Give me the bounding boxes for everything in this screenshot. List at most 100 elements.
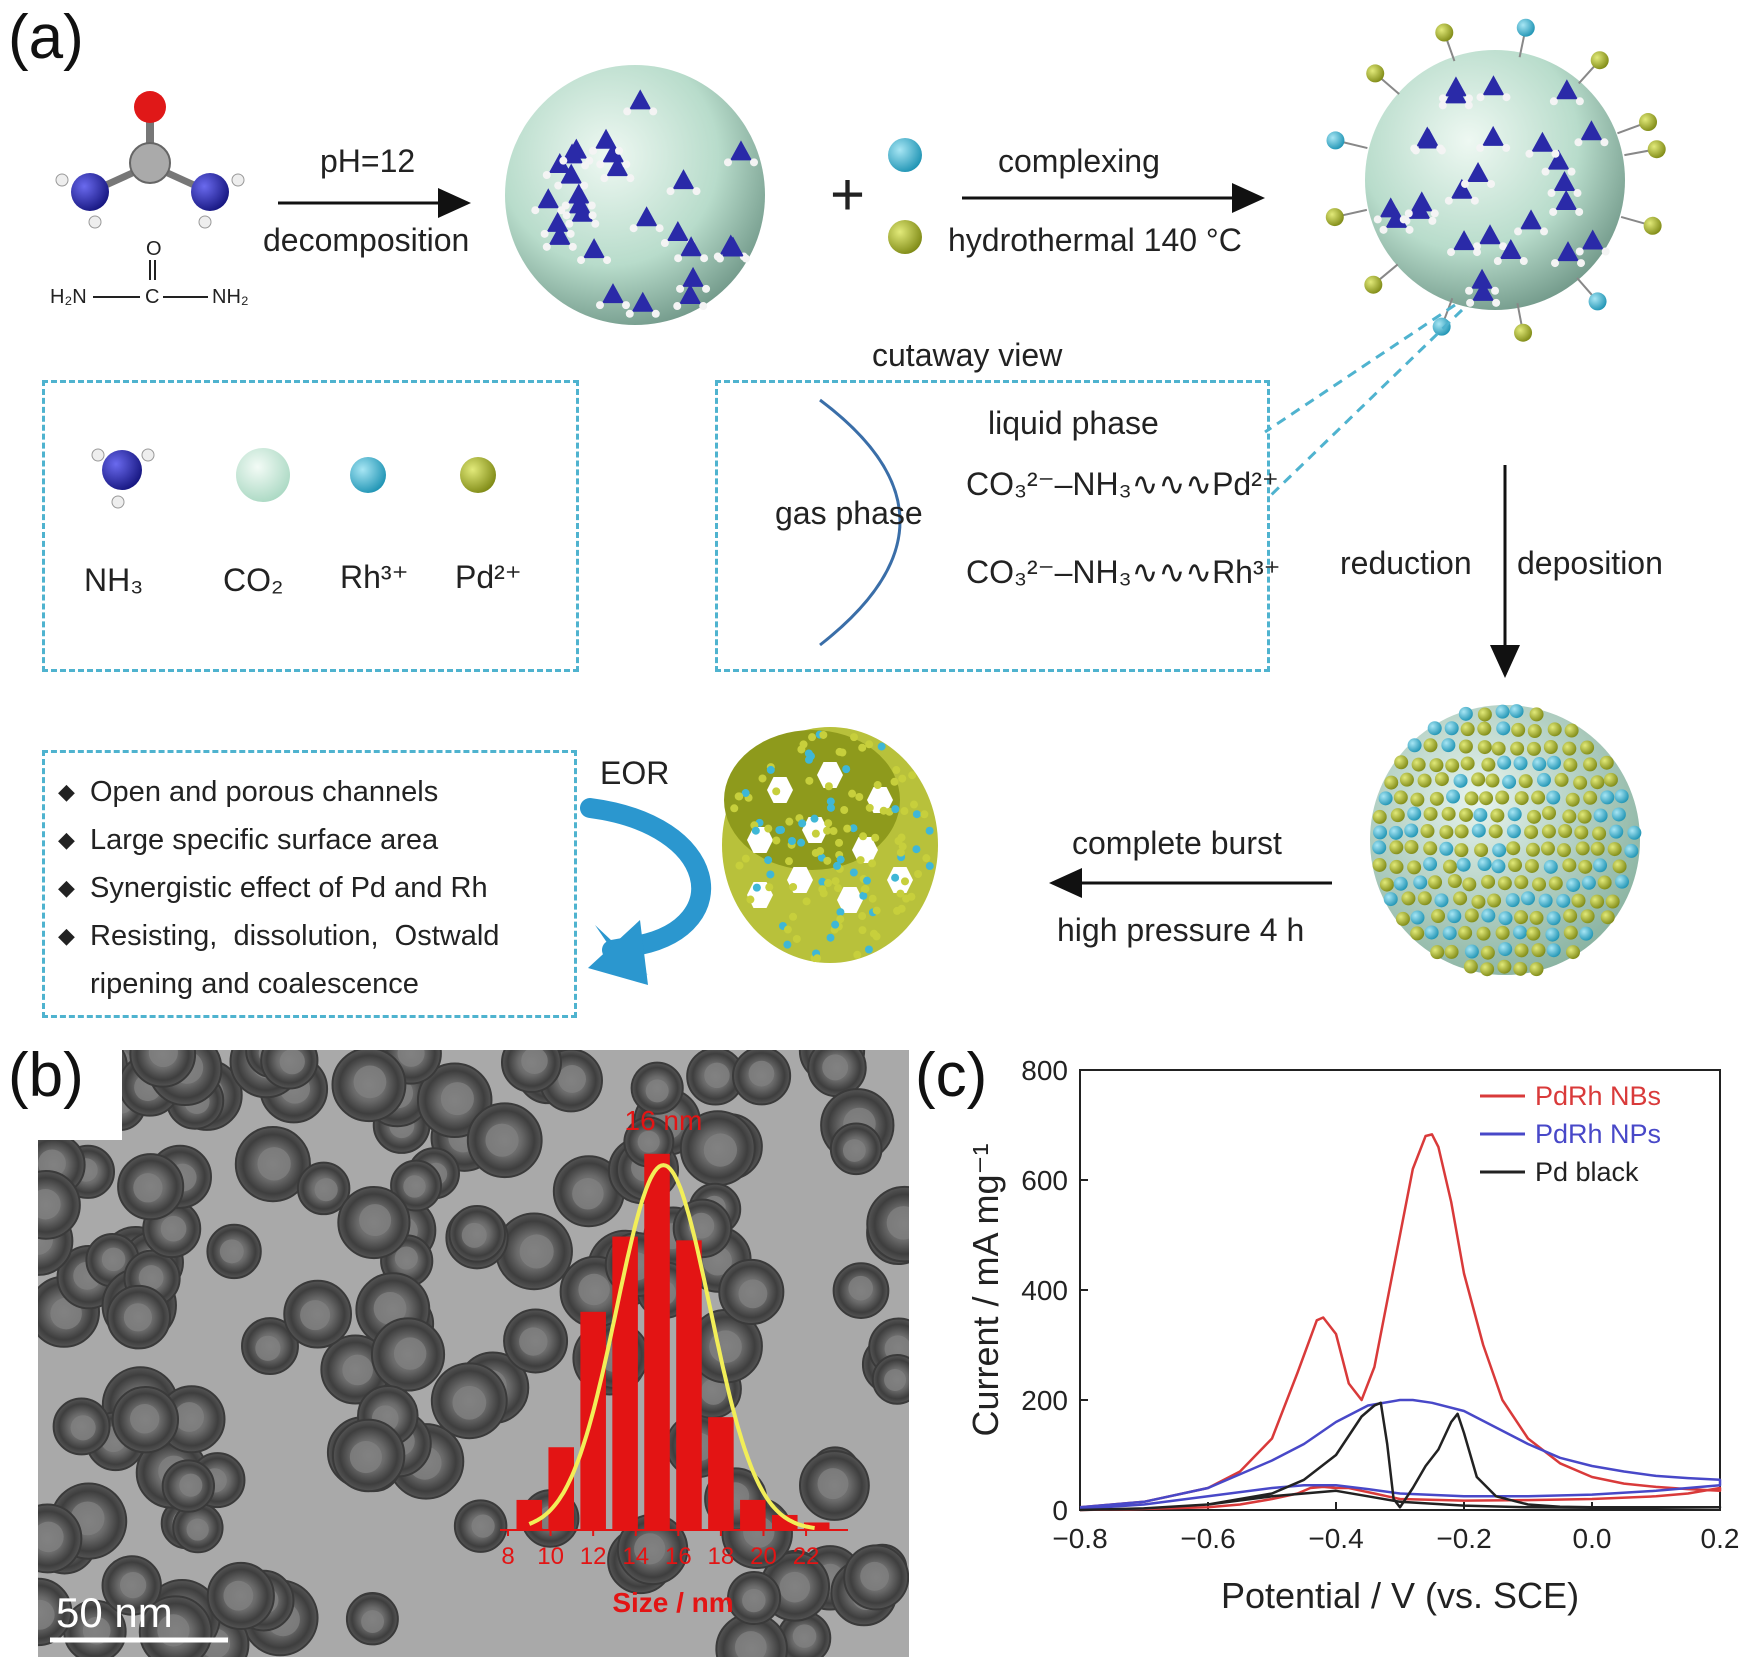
surface-atom-dot (1464, 791, 1479, 806)
h-atom-dot (629, 224, 638, 233)
cv-legend-label: Pd black (1535, 1157, 1639, 1187)
h-atom-dot (600, 174, 609, 183)
cv-x-tick-label: −0.6 (1180, 1523, 1235, 1554)
nanoparticle (38, 1577, 73, 1647)
h-atom-dot (1465, 286, 1474, 295)
surface-atom-dot (1410, 926, 1425, 941)
surface-atom-dot (1395, 911, 1410, 926)
nh3-dot-icon (1581, 229, 1604, 250)
shell-atom-dot (897, 833, 906, 842)
surface-atom-dot (1431, 909, 1446, 924)
shell-atom-dot (900, 877, 909, 886)
shell-pore (817, 762, 843, 788)
step2-bottom-label: hydrothermal 140 °C (948, 222, 1242, 258)
shell-atom-dot (783, 925, 792, 934)
shell-atom-dot (872, 932, 881, 941)
cv-legend-label: PdRh NBs (1535, 1081, 1661, 1111)
nh3-dot-icon (1547, 149, 1570, 170)
surface-atom-dot (1453, 773, 1468, 788)
shell-atom-dot (772, 787, 781, 796)
nh3-dot-icon (672, 169, 695, 190)
step4-bottom-label: high pressure 4 h (1057, 912, 1305, 948)
shell-atom-dot (735, 861, 744, 870)
cv-x-axis-label: Potential / V (vs. SCE) (1221, 1575, 1579, 1616)
shell-pore (767, 777, 793, 803)
h-atom-dot (1502, 93, 1511, 102)
nanoparticle-core (349, 1441, 382, 1474)
surface-atom-dot (1607, 842, 1622, 857)
surface-atom-dot (1389, 859, 1404, 874)
nanoparticle-core (572, 1178, 604, 1210)
h-atom-dot (568, 242, 577, 251)
h-atom-dot (596, 160, 605, 169)
shell-atom-dot (808, 733, 817, 742)
shell-atom-dot (746, 895, 755, 904)
h-atom-dot (540, 229, 549, 238)
nh3-dot-icon (601, 283, 624, 304)
shell-atom-dot (898, 842, 907, 851)
h-atom-dot (1438, 101, 1447, 110)
surface-atom-dot (1454, 824, 1469, 839)
panel-b-letter-bg (0, 1040, 122, 1140)
surface-atom-dot (1441, 738, 1456, 753)
cutaway-pd-complex: CO₃²⁻–NH₃∿∿∿Pd²⁺ (966, 466, 1279, 502)
h-atom-dot (715, 254, 724, 263)
rh-ion-dot (1516, 18, 1535, 37)
feature-item-continued: ripening and coalescence (90, 968, 419, 1000)
shell-atom-dot (829, 827, 838, 836)
surface-atom-dot (1495, 704, 1510, 719)
histogram-x-tick-label: 12 (580, 1543, 607, 1570)
surface-atom-dot (1538, 893, 1553, 908)
nanoparticle-core (734, 1631, 767, 1657)
shell-atom-dot (785, 817, 794, 826)
surface-atom-dot (1603, 772, 1618, 787)
nh3-dot-icon (1499, 239, 1522, 260)
cv-y-tick-label: 600 (1021, 1165, 1068, 1196)
shell-atom-dot (752, 883, 761, 892)
nh3-dot-icon (1471, 268, 1494, 289)
surface-atom-dot (1565, 792, 1580, 807)
surface-atom-dot (1574, 825, 1589, 840)
shell-atom-dot (835, 747, 844, 756)
surface-atom-dot (1443, 859, 1458, 874)
surface-atom-dot (1573, 775, 1588, 790)
nanoparticle-core (703, 1133, 738, 1167)
shell-atom-dot (833, 861, 842, 870)
nanoparticle-core (704, 1062, 730, 1089)
shell-atom-dot (826, 803, 835, 812)
nanoparticle-core (393, 1337, 427, 1370)
h-atom-dot (626, 174, 635, 183)
h-atom-dot (1436, 144, 1445, 153)
feature-item: ◆ Synergistic effect of Pd and Rh (58, 872, 488, 904)
shell-atom-dot (897, 904, 906, 913)
scale-bar-label: 50 nm (56, 1589, 173, 1636)
cv-y-tick-label: 0 (1052, 1495, 1068, 1526)
nh3-dot-icon (682, 266, 705, 287)
rh-ion-dot (1432, 317, 1451, 336)
surface-atom-dot (1423, 806, 1438, 821)
nanoparticle-core (634, 1533, 666, 1565)
surface-atom-dot (1512, 925, 1527, 940)
surface-atom-dot (1545, 927, 1560, 942)
surface-atom-dot (1581, 875, 1596, 890)
surface-atom-dot (1492, 843, 1507, 858)
surface-atom-dot (1556, 893, 1571, 908)
surface-atom-dot (1445, 758, 1460, 773)
surface-atom-dot (1527, 724, 1542, 739)
h-atom-dot (559, 156, 568, 165)
h-atom-dot (588, 211, 597, 220)
nanoparticle-core (645, 1079, 669, 1103)
surface-atom-dot (1384, 775, 1399, 790)
surface-atom-dot (1491, 859, 1506, 874)
surface-atom-dot (1627, 825, 1642, 840)
surface-atom-dot (1562, 809, 1577, 824)
h-atom-dot (1577, 259, 1586, 268)
cv-y-axis-label: Current / mA mg⁻¹ (965, 1143, 1006, 1436)
nanoparticle-core (101, 1247, 126, 1272)
nanoparticle-core (637, 1130, 660, 1153)
surface-atom-dot (1495, 790, 1510, 805)
cv-series-line (1079, 1133, 1722, 1512)
legend-label-nh3: NH₃ (84, 562, 144, 598)
nanoparticle (129, 1050, 197, 1088)
h-atom-dot (577, 256, 586, 265)
